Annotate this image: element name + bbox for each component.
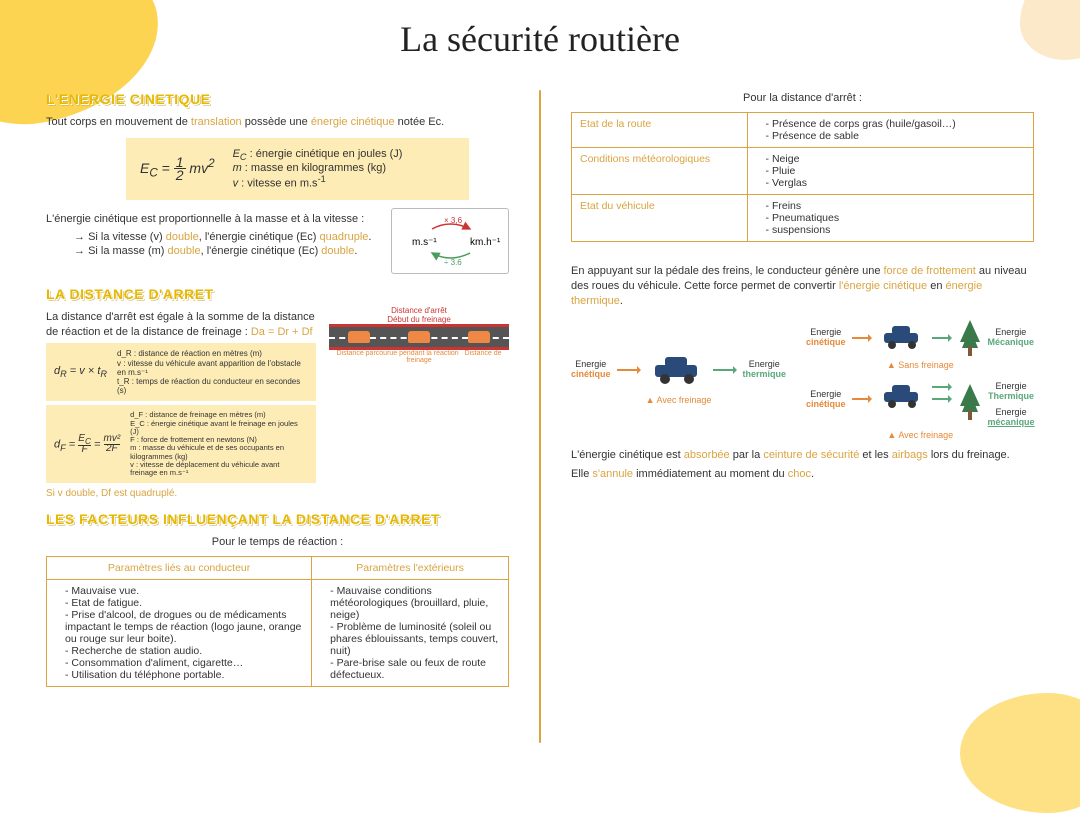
list-item: Utilisation du téléphone portable. [65,669,303,681]
dr-formula-box: dR = v × tR d_R : distance de réaction e… [46,343,316,401]
list-item: Verglas [766,177,1025,189]
caption-2: ▲ Sans freinage [806,360,1035,370]
ec-formula-box: EC = 12 mv2 EC : énergie cinétique en jo… [126,138,469,200]
caption-1: ▲ Avec freinage [646,395,712,405]
energy-diagram: Energiecinétique Energiethermique ▲ Avec… [571,318,1034,440]
list-item: Freins [766,200,1025,212]
tree-icon [958,382,982,422]
td-exterieurs: Mauvaise conditions météorologiques (bro… [312,579,509,686]
p-annule: Elle s'annule immédiatement au moment du… [571,467,1034,482]
list-item: Mauvaise vue. [65,585,303,597]
list-item: Neige [766,153,1025,165]
th-conducteur: Paramètres liés au conducteur [47,556,312,579]
list-item: Présence de corps gras (huile/gasoil…) [766,118,1025,130]
unit-ms: m.s⁻¹ [412,237,437,248]
list-item: suspensions [766,224,1025,236]
list-item: Problème de luminosité (soleil ou phares… [330,621,500,657]
list-item: Recherche de station audio. [65,645,303,657]
heading-facteurs: LES FACTEURS INFLUENÇANT LA DISTANCE D'A… [46,511,509,527]
row-items: NeigePluieVerglas [747,147,1033,194]
df-formula-box: dF = ECF = mv²2F d_F : distance de frein… [46,405,316,483]
row-items: FreinsPneumatiquessuspensions [747,194,1033,241]
heading-da: LA DISTANCE D'ARRET [46,286,509,302]
table-arret: Etat de la routePrésence de corps gras (… [571,112,1034,242]
right-column: Pour la distance d'arrêt : Etat de la ro… [571,85,1034,743]
row-label: Conditions météorologiques [572,147,748,194]
road-diagram: Distance d'arrêt Début du freinage Dista… [329,306,509,364]
left-column: L'ENERGIE CINETIQUE Tout corps en mouvem… [46,85,509,743]
ec-intro: Tout corps en mouvement de translation p… [46,115,509,130]
caption-3: ▲ Avec freinage [806,430,1035,440]
row-label: Etat de la route [572,112,748,147]
tree-icon [958,318,982,358]
th-exterieurs: Paramètres l'extérieurs [312,556,509,579]
subtitle-reaction: Pour le temps de réaction : [46,535,509,550]
list-item: Prise d'alcool, de drogues ou de médicam… [65,609,303,645]
list-item: Pneumatiques [766,212,1025,224]
row-label: Etat du véhicule [572,194,748,241]
conv-bot: ÷ 3,6 [444,258,462,265]
conv-top: × 3,6 [444,216,463,225]
column-divider [539,90,541,743]
list-item: Présence de sable [766,130,1025,142]
list-item: Pluie [766,165,1025,177]
table-reaction: Paramètres liés au conducteur Paramètres… [46,556,509,687]
car-icon [878,382,926,412]
row-items: Présence de corps gras (huile/gasoil…)Pr… [747,112,1033,147]
list-item: Consommation d'aliment, cigarette… [65,657,303,669]
unit-kmh: km.h⁻¹ [470,237,500,248]
ec-formula: EC = 12 mv2 [140,156,215,182]
list-item: Etat de fatigue. [65,597,303,609]
list-item: Mauvaise conditions météorologiques (bro… [330,585,500,621]
df-note: Si v double, Df est quadruplé. [46,487,509,501]
ec-defs: EC : énergie cinétique en joules (J) m :… [233,148,403,190]
friction-text: En appuyant sur la pédale des freins, le… [571,264,1034,309]
p-absorbed: L'énergie cinétique est absorbée par la … [571,448,1034,463]
heading-ec: L'ENERGIE CINETIQUE [46,91,509,107]
da-intro: La distance d'arrêt est égale à la somme… [46,310,326,340]
subtitle-arret: Pour la distance d'arrêt : [571,91,1034,106]
car-icon [647,353,707,387]
car-icon [878,323,926,353]
list-item: Pare-brise sale ou feux de route défectu… [330,657,500,681]
page-title: La sécurité routière [0,18,1080,60]
unit-conversion-box: m.s⁻¹ km.h⁻¹ × 3,6 ÷ 3,6 [391,208,509,274]
td-conducteur: Mauvaise vue.Etat de fatigue.Prise d'alc… [47,579,312,686]
